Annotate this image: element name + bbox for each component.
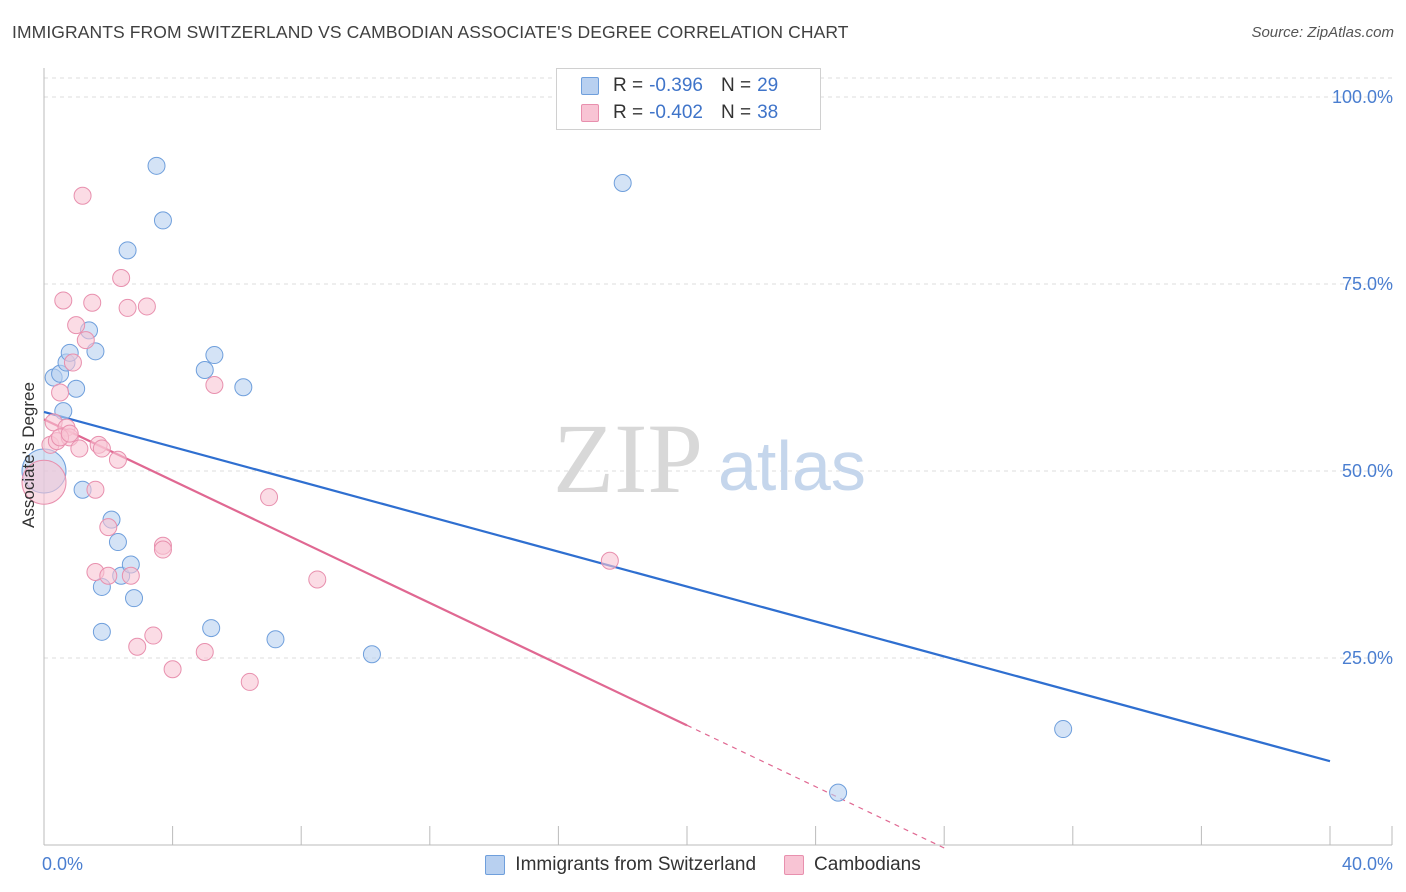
y-axis-title: Associate's Degree [19, 382, 38, 528]
tick-labels: 100.0% 75.0% 50.0% 25.0% 0.0% 40.0% [42, 87, 1393, 874]
cambodians-point-29 [163, 660, 182, 679]
cambodians-point-31 [205, 375, 224, 394]
cambodians-point-37 [60, 424, 79, 443]
cambodians-point-5 [54, 291, 73, 310]
cambodians-point-34 [308, 570, 327, 589]
switzerland-point-20 [195, 361, 214, 380]
legend-swatch-cambodians [784, 855, 805, 875]
watermark: ZIP atlas [553, 403, 866, 514]
switzerland-point-27 [829, 783, 848, 802]
cambodians-point-11 [73, 186, 92, 205]
switzerland-point-22 [205, 346, 224, 365]
cambodians-point-32 [240, 672, 259, 691]
cambodians-point-12 [76, 331, 95, 350]
trend-lines [43, 410, 1331, 849]
chart-title: IMMIGRANTS FROM SWITZERLAND VS CAMBODIAN… [12, 22, 849, 42]
swatch-cambodians [581, 104, 599, 122]
stats-legend: R = -0.396 N = 29 R = -0.402 N = 38 [556, 68, 821, 130]
legend-label-cambodians: Cambodians [814, 854, 921, 875]
cambodians-point-20 [108, 450, 127, 469]
n-value-cambodians: 38 [757, 102, 779, 123]
cambodians-point-15 [86, 480, 105, 499]
cambodians-point-10 [70, 439, 89, 458]
legend-swatch-switzerland [485, 855, 506, 875]
y-tick-label-0: 100.0% [1332, 87, 1393, 107]
cambodians-point-4 [51, 383, 70, 402]
r-label: R = [613, 75, 644, 96]
cambodians-point-18 [99, 518, 118, 537]
legend-item-cambodians: Cambodians [784, 854, 921, 876]
cambodians-point-30 [195, 643, 214, 662]
switzerland-point-13 [108, 533, 127, 552]
switzerland-trend-line [43, 410, 1331, 763]
stats-legend-row-cambodians: R = -0.402 N = 38 [581, 100, 778, 126]
cambodians-point-25 [137, 297, 156, 316]
switzerland-point-17 [125, 589, 144, 608]
cambodians-point-33 [260, 488, 279, 507]
switzerland-point-18 [147, 156, 166, 175]
cambodians-point-28 [153, 540, 172, 559]
cambodians-point-17 [92, 439, 111, 458]
cambodians-point-23 [121, 566, 140, 585]
switzerland-point-19 [153, 211, 172, 230]
cambodians-point-22 [118, 298, 137, 317]
switzerland-point-24 [266, 630, 285, 649]
n-label: N = [720, 75, 752, 96]
cambodians-trend-line [43, 418, 688, 727]
cambodians-point-13 [83, 293, 102, 312]
r-value-switzerland: -0.396 [649, 75, 703, 96]
cambodians-point-8 [63, 353, 82, 372]
cambodians-point-26 [144, 626, 163, 645]
y-tick-label-2: 50.0% [1342, 461, 1393, 481]
swatch-switzerland [581, 77, 599, 95]
n-value-switzerland: 29 [757, 75, 779, 96]
n-label: N = [720, 102, 752, 123]
watermark-zip: ZIP [553, 403, 703, 514]
switzerland-point-10 [92, 622, 111, 641]
series-legend: Immigrants from Switzerland Cambodians [0, 851, 1406, 879]
cambodians-point-0 [21, 459, 67, 505]
cambodians-point-21 [112, 269, 131, 288]
y-tick-label-3: 25.0% [1342, 648, 1393, 668]
source-note: Source: ZipAtlas.com [1251, 24, 1394, 41]
cambodians-point-35 [600, 551, 619, 570]
switzerland-point-26 [613, 174, 632, 193]
switzerland-point-21 [202, 619, 221, 638]
stats-legend-row-switzerland: R = -0.396 N = 29 [581, 73, 778, 99]
cambodians-point-24 [128, 637, 147, 656]
watermark-atlas: atlas [718, 427, 866, 505]
switzerland-point-23 [234, 378, 253, 397]
x-tick-label-0: 0.0% [42, 854, 83, 874]
switzerland-point-15 [118, 241, 137, 260]
switzerland-point-25 [362, 645, 381, 664]
y-tick-label-1: 75.0% [1342, 274, 1393, 294]
cambodians-point-9 [67, 316, 86, 335]
legend-label-switzerland: Immigrants from Switzerland [515, 854, 757, 875]
switzerland-point-28 [1054, 720, 1073, 739]
grid-lines [44, 77, 1392, 659]
cambodians-point-19 [99, 566, 118, 585]
cambodians-trend-extension [686, 724, 945, 849]
data-points [21, 156, 1073, 802]
legend-item-switzerland: Immigrants from Switzerland [485, 854, 756, 876]
x-tick-label-1: 40.0% [1342, 854, 1393, 874]
r-value-cambodians: -0.402 [649, 102, 703, 123]
r-label: R = [613, 102, 644, 123]
switzerland-point-6 [67, 379, 86, 398]
